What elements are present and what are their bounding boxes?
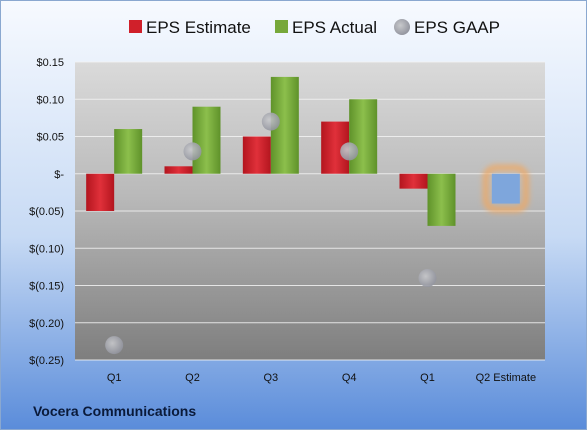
y-axis-ticks: $0.15 $0.10 $0.05 $- $(0.05) $(0.10) $(0.15) $(… — [29, 57, 64, 367]
bar-eps-actual — [349, 99, 378, 174]
y-tick-label: $(0.05) — [29, 206, 64, 218]
legend-gaap-marker — [394, 19, 410, 35]
gaap-marker — [418, 269, 437, 288]
y-tick-label: $(0.25) — [29, 355, 64, 367]
x-tick-label: Q1 — [420, 372, 435, 384]
bar-eps-estimate — [399, 173, 428, 189]
x-tick-label: Q2 Estimate — [476, 372, 537, 384]
gaap-marker — [340, 142, 359, 161]
y-tick-label: $(0.20) — [29, 318, 64, 330]
legend: EPS Estimate EPS Actual EPS GAAP — [129, 18, 500, 37]
y-tick-label: $0.15 — [36, 57, 64, 69]
q2-estimate-glow — [482, 164, 529, 213]
gaap-marker — [183, 142, 202, 161]
legend-gaap-label: EPS GAAP — [414, 18, 500, 37]
bar-eps-actual — [192, 106, 221, 174]
bar-q2-estimate — [491, 173, 520, 204]
legend-estimate-label: EPS Estimate — [146, 18, 251, 37]
x-tick-label: Q2 — [185, 372, 200, 384]
legend-estimate-swatch — [129, 20, 142, 33]
y-tick-label: $0.10 — [36, 94, 64, 106]
legend-actual-label: EPS Actual — [292, 18, 377, 37]
gaap-marker — [105, 336, 124, 355]
x-tick-label: Q1 — [107, 372, 122, 384]
gaap-marker — [261, 112, 280, 131]
company-name: Vocera Communications — [33, 403, 196, 419]
legend-actual-swatch — [275, 20, 288, 33]
y-tick-label: $0.05 — [36, 132, 64, 144]
y-tick-label: $(0.10) — [29, 243, 64, 255]
bar-eps-estimate — [164, 166, 193, 174]
bars — [86, 76, 529, 226]
bar-eps-actual — [114, 129, 143, 174]
x-axis-ticks: Q1 Q2 Q3 Q4 Q1 Q2 Estimate — [107, 372, 536, 384]
y-tick-label: $- — [54, 169, 64, 181]
x-tick-label: Q3 — [263, 372, 278, 384]
x-tick-label: Q4 — [342, 372, 357, 384]
bar-eps-actual — [427, 173, 456, 226]
bar-eps-estimate — [242, 136, 271, 174]
bar-eps-estimate — [86, 173, 115, 211]
gaap-markers — [105, 112, 437, 355]
gridlines — [75, 61, 545, 361]
y-tick-label: $(0.15) — [29, 281, 64, 293]
